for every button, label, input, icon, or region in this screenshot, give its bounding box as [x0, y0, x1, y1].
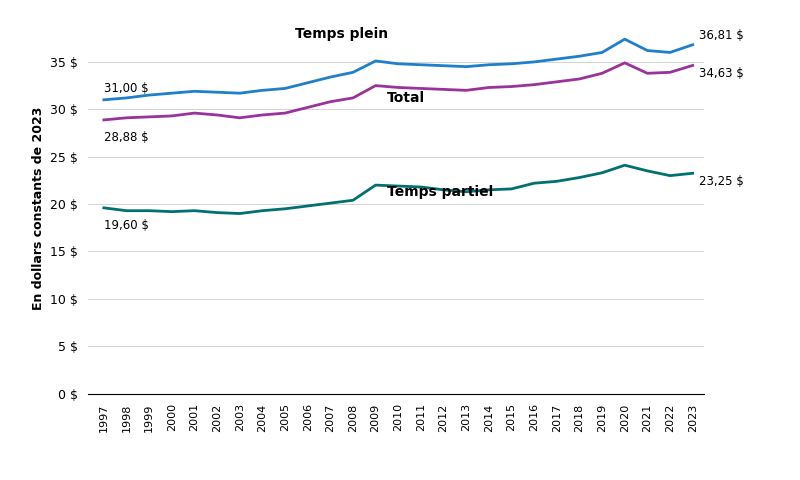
Text: 31,00 $: 31,00 $	[104, 82, 149, 95]
Text: Total: Total	[387, 91, 425, 105]
Text: 28,88 $: 28,88 $	[104, 131, 149, 144]
Text: Temps partiel: Temps partiel	[387, 185, 493, 199]
Text: Temps plein: Temps plein	[295, 27, 388, 41]
Text: 19,60 $: 19,60 $	[104, 219, 149, 232]
Text: 34,63 $: 34,63 $	[699, 67, 744, 80]
Y-axis label: En dollars constants de 2023: En dollars constants de 2023	[32, 107, 45, 311]
Text: 23,25 $: 23,25 $	[699, 175, 744, 188]
Text: 36,81 $: 36,81 $	[699, 29, 744, 42]
